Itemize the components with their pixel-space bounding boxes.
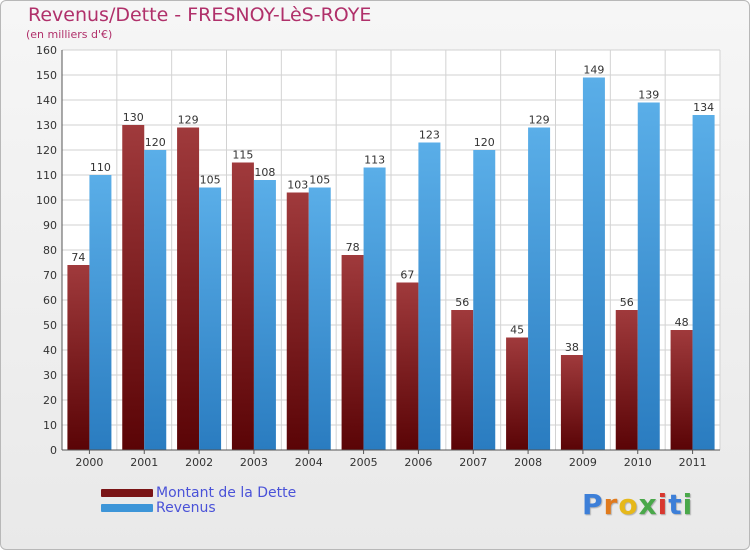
bar-dette (615, 310, 638, 450)
y-tick-label: 150 (36, 69, 57, 82)
axis-layer: 0102030405060708090100110120130140150160… (36, 44, 720, 469)
data-label: 48 (675, 316, 689, 329)
x-tick-label: 2007 (459, 456, 487, 469)
chart-subtitle: (en milliers d'€) (26, 28, 113, 41)
y-tick-label: 30 (43, 369, 57, 382)
data-label: 56 (455, 296, 469, 309)
y-tick-label: 50 (43, 319, 57, 332)
y-tick-label: 40 (43, 344, 57, 357)
data-label: 67 (400, 269, 414, 282)
data-label: 129 (178, 114, 199, 127)
bar-dette (286, 192, 309, 450)
bar-revenus (637, 102, 660, 450)
bar-revenus (582, 77, 605, 450)
y-tick-label: 60 (43, 294, 57, 307)
x-tick-label: 2002 (185, 456, 213, 469)
chart-title: Revenus/Dette - FRESNOY-LèS-ROYE (28, 4, 372, 26)
data-label: 113 (364, 154, 385, 167)
bar-dette (506, 337, 529, 450)
data-label: 120 (474, 136, 495, 149)
legend-label-debt: Montant de la Dette (156, 485, 297, 501)
logo-letter: P (582, 488, 604, 521)
bar-dette (67, 265, 90, 450)
data-label: 139 (638, 89, 659, 102)
x-tick-label: 2011 (679, 456, 707, 469)
data-label: 134 (693, 101, 714, 114)
bar-layer (67, 77, 715, 450)
x-tick-label: 2010 (624, 456, 652, 469)
data-label: 120 (145, 136, 166, 149)
x-tick-label: 2003 (240, 456, 268, 469)
data-label: 123 (419, 129, 440, 142)
bar-revenus (363, 167, 386, 450)
data-label: 103 (287, 179, 308, 192)
logo-letter: i (682, 488, 694, 521)
bar-revenus (89, 175, 112, 450)
data-label: 78 (346, 241, 360, 254)
logo-letter: r (603, 488, 619, 521)
y-tick-label: 160 (36, 44, 57, 57)
bar-dette (231, 162, 254, 450)
bar-dette (451, 310, 474, 450)
x-tick-label: 2000 (75, 456, 103, 469)
bar-revenus (528, 127, 551, 450)
bar-revenus (253, 180, 276, 450)
y-tick-label: 120 (36, 144, 57, 157)
x-tick-label: 2008 (514, 456, 542, 469)
x-tick-label: 2004 (295, 456, 323, 469)
logo-letter: t (668, 488, 683, 521)
logo-letter: o (618, 488, 639, 521)
bar-revenus (199, 187, 222, 450)
y-tick-label: 130 (36, 119, 57, 132)
logo-letter: x (638, 488, 658, 521)
data-label: 108 (254, 166, 275, 179)
bar-dette (396, 282, 419, 450)
bar-revenus (418, 142, 441, 450)
bar-dette (122, 125, 145, 450)
bar-revenus (473, 150, 496, 450)
data-label: 56 (620, 296, 634, 309)
y-tick-label: 110 (36, 169, 57, 182)
logo-letter: i (657, 488, 669, 521)
x-tick-label: 2001 (130, 456, 158, 469)
data-label: 74 (71, 251, 85, 264)
x-tick-label: 2005 (350, 456, 378, 469)
data-label: 115 (232, 149, 253, 162)
bar-dette (670, 330, 693, 450)
x-tick-label: 2009 (569, 456, 597, 469)
y-tick-label: 0 (50, 444, 57, 457)
grid-layer (61, 49, 721, 451)
data-label: 130 (123, 111, 144, 124)
bar-dette (177, 127, 200, 450)
y-tick-label: 70 (43, 269, 57, 282)
data-label: 105 (309, 174, 330, 187)
y-tick-label: 20 (43, 394, 57, 407)
data-label: 105 (200, 174, 221, 187)
y-tick-label: 100 (36, 194, 57, 207)
data-label: 149 (583, 64, 604, 77)
bar-dette (560, 355, 583, 450)
data-label: 110 (90, 161, 111, 174)
y-tick-label: 80 (43, 244, 57, 257)
data-label: 129 (529, 114, 550, 127)
y-tick-label: 10 (43, 419, 57, 432)
x-tick-label: 2006 (404, 456, 432, 469)
proxiti-logo: Proxiti (582, 488, 693, 521)
bar-revenus (692, 115, 715, 450)
legend-label-revenus: Revenus (156, 500, 216, 516)
legend-swatch-revenus (101, 504, 153, 512)
data-label: 45 (510, 324, 524, 337)
y-tick-label: 90 (43, 219, 57, 232)
bar-dette (341, 255, 364, 450)
y-tick-label: 140 (36, 94, 57, 107)
legend-swatch-debt (101, 489, 153, 497)
bar-revenus (144, 150, 167, 450)
data-label: 38 (565, 341, 579, 354)
bar-revenus (308, 187, 331, 450)
